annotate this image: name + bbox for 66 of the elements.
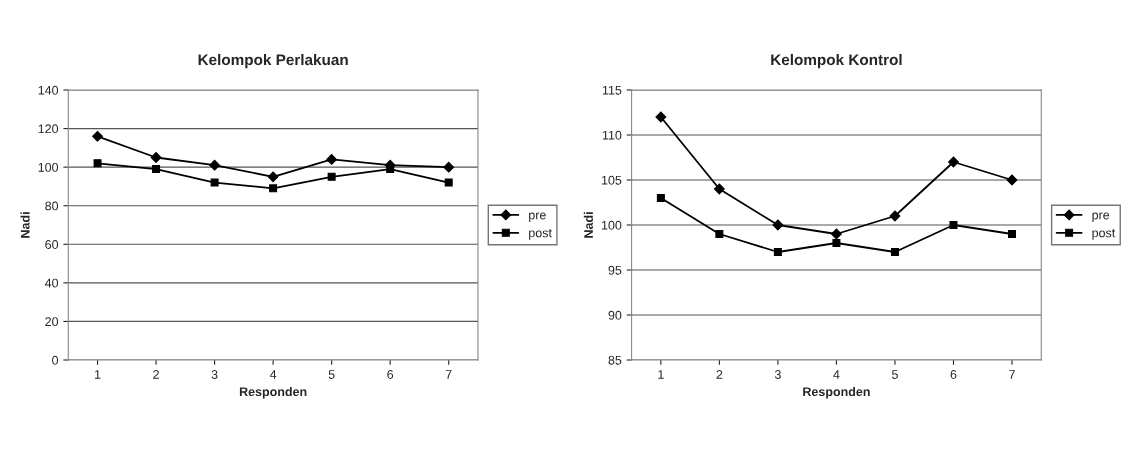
x-tick-label: 5 — [328, 370, 335, 379]
point — [326, 154, 338, 165]
point — [209, 159, 221, 171]
point — [831, 228, 842, 240]
chart-title: Kelompok Perlakuan — [198, 53, 348, 69]
y-tick-label: 20 — [45, 317, 59, 327]
y-tick-label: 80 — [45, 201, 59, 211]
point — [1008, 230, 1016, 238]
legend-label: pre — [1092, 212, 1110, 222]
point — [92, 130, 103, 142]
y-tick-label: 110 — [602, 130, 622, 140]
point — [713, 183, 725, 195]
point — [772, 219, 784, 231]
point — [889, 210, 901, 222]
y-tick-label: 105 — [601, 175, 622, 185]
y-axis-title: Nadi — [583, 212, 593, 238]
y-axis-title: Nadi — [20, 212, 30, 238]
y-tick-label: 90 — [608, 310, 622, 320]
point — [267, 171, 279, 183]
y-tick-label: 95 — [608, 265, 622, 275]
x-axis-title: Responden — [239, 386, 307, 399]
point — [152, 165, 161, 174]
x-tick-label: 6 — [950, 370, 957, 379]
point — [949, 221, 958, 229]
x-tick-label: 5 — [891, 370, 898, 379]
point — [444, 178, 453, 187]
point — [890, 248, 899, 256]
x-tick-label: 1 — [95, 370, 101, 379]
point — [93, 159, 102, 168]
point — [386, 165, 395, 174]
x-axis-title: Responden — [803, 386, 870, 399]
point — [269, 184, 278, 193]
legend-label: post — [529, 229, 552, 240]
point — [655, 111, 667, 123]
x-tick-label: 3 — [774, 370, 781, 379]
x-tick-label: 1 — [658, 370, 664, 379]
x-tick-label: 3 — [211, 370, 218, 379]
point — [210, 178, 219, 187]
x-tick-label: 7 — [445, 370, 452, 379]
y-tick-label: 85 — [608, 355, 622, 365]
y-tick-label: 120 — [38, 124, 59, 134]
point — [656, 194, 665, 202]
point — [773, 248, 782, 256]
y-tick-label: 100 — [601, 220, 622, 230]
y-tick-label: 40 — [44, 278, 59, 288]
x-tick-label: 2 — [153, 370, 159, 379]
point — [150, 152, 162, 163]
point — [832, 239, 841, 247]
y-tick-label: 115 — [602, 85, 622, 95]
point — [327, 172, 336, 181]
x-tick-label: 2 — [716, 370, 723, 379]
y-tick-label: 0 — [52, 355, 59, 365]
chart-title: Kelompok Kontrol — [771, 53, 902, 69]
y-tick-label: 140 — [38, 85, 59, 95]
x-tick-label: 4 — [833, 370, 840, 379]
point — [948, 156, 959, 168]
y-tick-label: 60 — [45, 240, 59, 249]
x-tick-label: 4 — [269, 370, 277, 379]
point — [443, 161, 455, 173]
x-tick-label: 7 — [1009, 370, 1015, 379]
point — [715, 230, 724, 238]
legend-label: post — [1092, 229, 1116, 240]
legend-label: pre — [529, 212, 546, 222]
y-tick-label: 100 — [38, 162, 59, 172]
point — [1006, 174, 1018, 186]
x-tick-label: 6 — [387, 370, 394, 379]
